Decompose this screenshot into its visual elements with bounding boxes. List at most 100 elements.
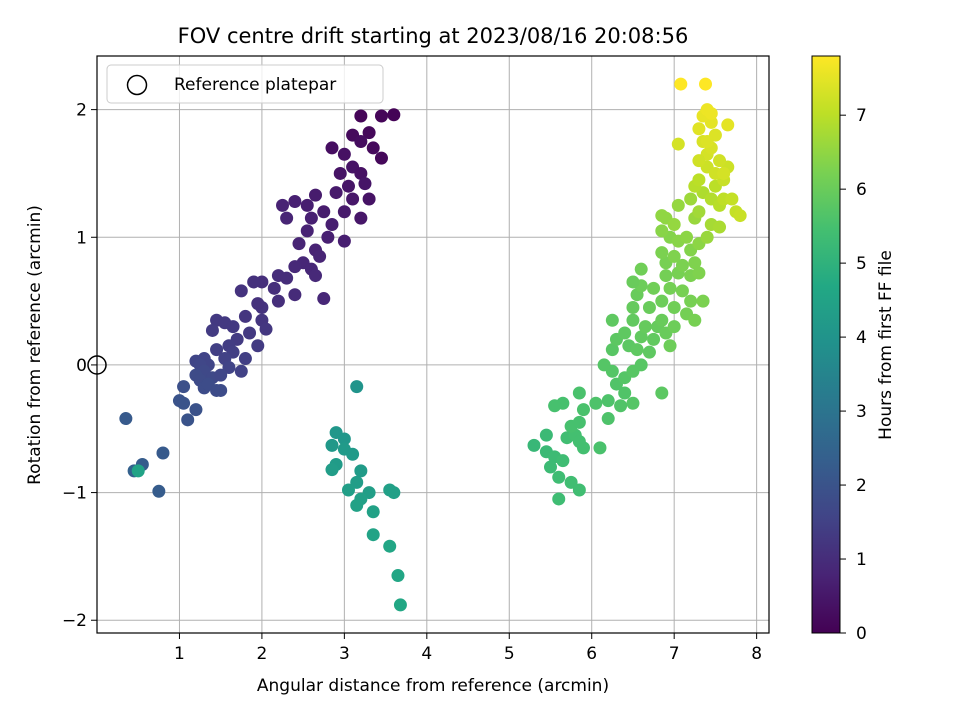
scatter-point (354, 135, 368, 149)
scatter-point (350, 475, 364, 489)
scatter-point (713, 220, 727, 234)
scatter-point (288, 260, 302, 274)
scatter-point (655, 246, 669, 260)
scatter-point (684, 192, 698, 206)
y-tick-label: 1 (76, 228, 87, 248)
x-tick-label: 3 (339, 644, 350, 664)
scatter-point (597, 358, 611, 372)
scatter-point (717, 166, 731, 180)
scatter-point (671, 137, 685, 151)
scatter-point (333, 166, 347, 180)
scatter-point (543, 460, 557, 474)
scatter-point (354, 211, 368, 225)
scatter-point (692, 205, 706, 219)
scatter-point (362, 126, 376, 140)
scatter-point (667, 218, 681, 232)
scatter-point (675, 258, 689, 272)
scatter-point (288, 288, 302, 302)
scatter-point (156, 446, 170, 460)
colorbar: 0 1 2 3 4 5 6 7 Hours from first FF file (811, 55, 896, 644)
colorbar-tick-label: 1 (856, 550, 867, 570)
scatter-point (234, 284, 248, 298)
scatter-point (383, 539, 397, 553)
scatter-point (181, 413, 195, 427)
scatter-point (321, 230, 335, 244)
x-tick-label: 8 (751, 644, 762, 664)
scatter-point (251, 297, 265, 311)
legend: Reference platepar (106, 64, 384, 104)
legend-box (106, 64, 384, 104)
scatter-point (647, 332, 661, 346)
colorbar-ticks: 0 1 2 3 4 5 6 7 (840, 106, 867, 644)
scatter-point (214, 383, 228, 397)
scatter-point (226, 320, 240, 334)
scatter-point (205, 323, 219, 337)
scatter-point (692, 154, 706, 168)
scatter-point (688, 256, 702, 270)
scatter-point (642, 300, 656, 314)
scatter-point (292, 237, 306, 251)
scatter-point (671, 198, 685, 212)
x-axis-ticks: 1 2 3 4 5 6 7 8 (174, 633, 762, 664)
scatter-points (119, 77, 747, 612)
scatter-point (366, 141, 380, 155)
scatter-point (177, 396, 191, 410)
y-tick-label: 2 (76, 101, 87, 121)
scatter-point (667, 300, 681, 314)
scatter-point (238, 309, 252, 323)
scatter-point (655, 294, 669, 308)
scatter-point (325, 218, 339, 232)
scatter-point (713, 154, 727, 168)
scatter-point (626, 300, 640, 314)
scatter-point (576, 403, 590, 417)
scatter-point (177, 380, 191, 394)
scatter-point (642, 345, 656, 359)
scatter-point (337, 147, 351, 161)
colorbar-tick-label: 3 (856, 402, 867, 422)
scatter-point (131, 464, 145, 478)
scatter-point (659, 269, 673, 283)
scatter-point (300, 198, 314, 212)
scatter-point (725, 192, 739, 206)
scatter-point (214, 368, 228, 382)
scatter-point (288, 195, 302, 209)
scatter-point (552, 492, 566, 506)
colorbar-gradient (811, 55, 841, 634)
scatter-point (280, 271, 294, 285)
scatter-point (317, 205, 331, 219)
x-tick-label: 5 (504, 644, 515, 664)
scatter-point (234, 364, 248, 378)
chart-title: FOV centre drift starting at 2023/08/16 … (178, 24, 689, 48)
scatter-point (527, 438, 541, 452)
scatter-point (329, 186, 343, 200)
scatter-point (152, 484, 166, 498)
x-tick-label: 6 (586, 644, 597, 664)
scatter-point (337, 205, 351, 219)
scatter-point (618, 326, 632, 340)
scatter-point (674, 77, 688, 91)
colorbar-label: Hours from first FF file (876, 250, 896, 440)
scatter-point (692, 266, 706, 280)
scatter-point (572, 483, 586, 497)
scatter-point (655, 386, 669, 400)
scatter-point (601, 412, 615, 426)
scatter-point (663, 339, 677, 353)
x-tick-label: 1 (174, 644, 185, 664)
scatter-point (601, 394, 615, 408)
y-axis-ticks: −2 −1 0 1 2 (62, 101, 97, 631)
scatter-point (572, 386, 586, 400)
y-axis-label: Rotation from reference (arcmin) (25, 205, 45, 485)
colorbar-tick-label: 5 (856, 254, 867, 274)
plot-frame (96, 55, 770, 634)
scatter-point (354, 109, 368, 123)
scatter-point (346, 447, 360, 461)
scatter-point (576, 441, 590, 455)
scatter-point (696, 294, 710, 308)
scatter-point (663, 281, 677, 295)
colorbar-tick-label: 4 (856, 328, 867, 348)
scatter-point (667, 249, 681, 263)
scatter-point (304, 211, 318, 225)
scatter-point (300, 224, 314, 238)
colorbar-tick-label: 2 (856, 476, 867, 496)
scatter-point (548, 399, 562, 413)
